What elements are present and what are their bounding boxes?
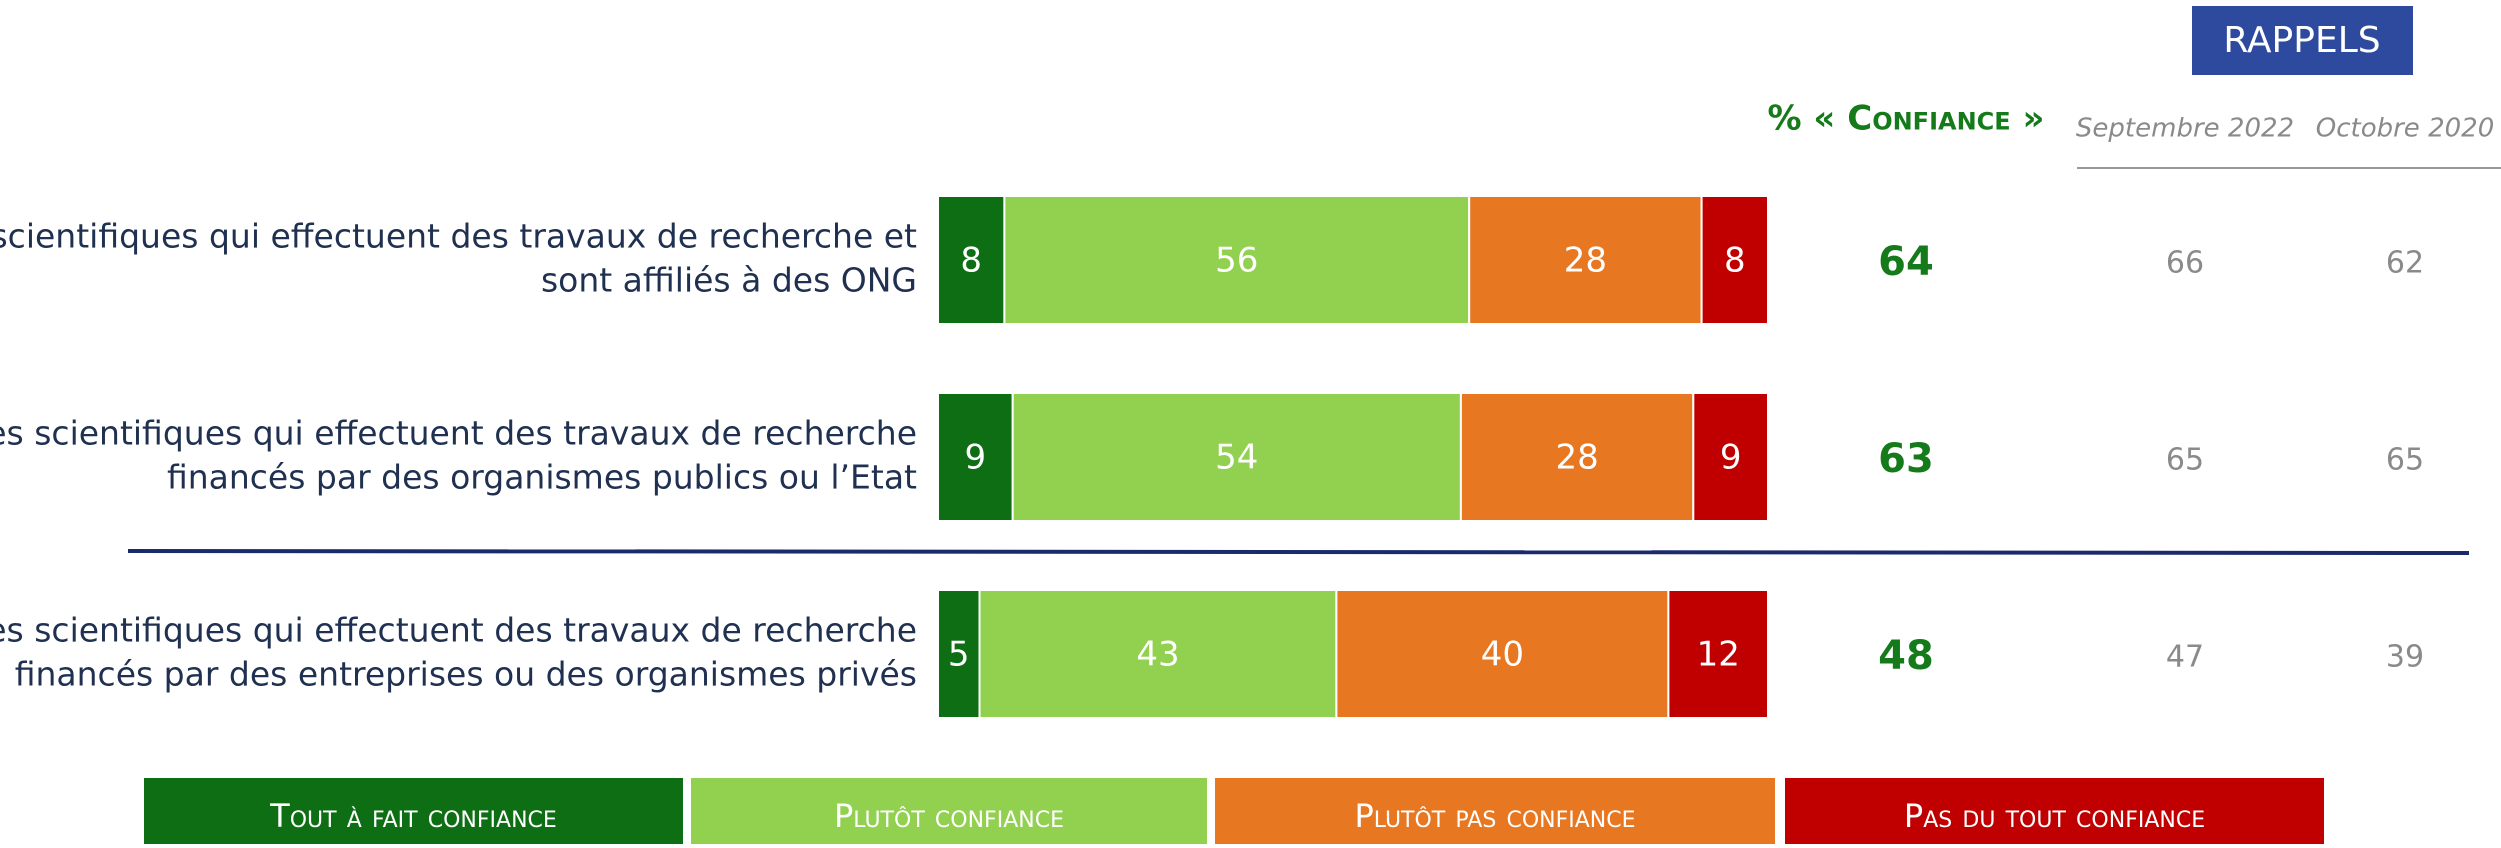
- segment-label: 28: [1564, 241, 1607, 281]
- reminder-header: Septembre 2022: [2076, 114, 2294, 144]
- bar-segment: [1700, 195, 1769, 325]
- reminder-value: 65: [2386, 443, 2424, 478]
- legend-swatch: [144, 778, 683, 844]
- reminder-value: 65: [2166, 443, 2204, 478]
- segment-label: 28: [1555, 438, 1598, 478]
- legend-label: Tout à fait confiance: [269, 797, 557, 835]
- bar-segment: [1667, 589, 1770, 719]
- legend-swatch: [1785, 778, 2324, 844]
- reminder-value: 62: [2386, 246, 2424, 281]
- segment-label: 9: [1720, 438, 1742, 478]
- segment-label: 5: [948, 635, 970, 675]
- bar-segment: [1692, 392, 1770, 522]
- divider: [127, 549, 2470, 555]
- segment-label: 40: [1481, 635, 1524, 675]
- reminder-value: 66: [2166, 246, 2204, 281]
- reminder-value: 47: [2166, 640, 2204, 675]
- segment-label: 9: [965, 438, 987, 478]
- category-label: Les scientifiques qui effectuent des tra…: [0, 414, 917, 453]
- category-label: Des scientifiques qui effectuent des tra…: [0, 217, 917, 256]
- confidence-title: % « Confiance »: [1768, 99, 2045, 139]
- bar-segment: [1011, 392, 1462, 522]
- confidence-value: 48: [1878, 633, 1934, 679]
- segment-label: 8: [1724, 241, 1746, 281]
- bar-segment: [978, 589, 1338, 719]
- bar-segment: [1468, 195, 1703, 325]
- reminder-header: Octobre 2020: [2316, 114, 2494, 144]
- segment-label: 43: [1136, 635, 1179, 675]
- bar-segment: [1003, 195, 1471, 325]
- segment-label: 12: [1697, 635, 1740, 675]
- bar-segment: [1335, 589, 1670, 719]
- legend-swatch: [1215, 778, 1775, 844]
- legend-label: Plutôt confiance: [834, 797, 1064, 835]
- reminders-box: [2192, 6, 2413, 75]
- bar-segment: [937, 195, 1006, 325]
- category-label: financés par des entreprises ou des orga…: [15, 655, 917, 694]
- reminder-value: 39: [2386, 640, 2424, 675]
- category-label: financés par des organismes publics ou l…: [167, 458, 917, 497]
- confidence-value: 64: [1878, 239, 1934, 285]
- reminders-title: RAPPELS: [2223, 20, 2380, 61]
- legend-label: Pas du tout confiance: [1904, 797, 2205, 835]
- legend-swatch: [691, 778, 1207, 844]
- legend-label: Plutôt pas confiance: [1354, 797, 1635, 835]
- confidence-value: 63: [1878, 436, 1934, 482]
- segment-label: 8: [960, 241, 982, 281]
- segment-label: 54: [1215, 438, 1258, 478]
- category-label: Les scientifiques qui effectuent des tra…: [0, 611, 917, 650]
- category-label: sont affiliés à des ONG: [541, 261, 917, 300]
- segment-label: 56: [1215, 241, 1258, 281]
